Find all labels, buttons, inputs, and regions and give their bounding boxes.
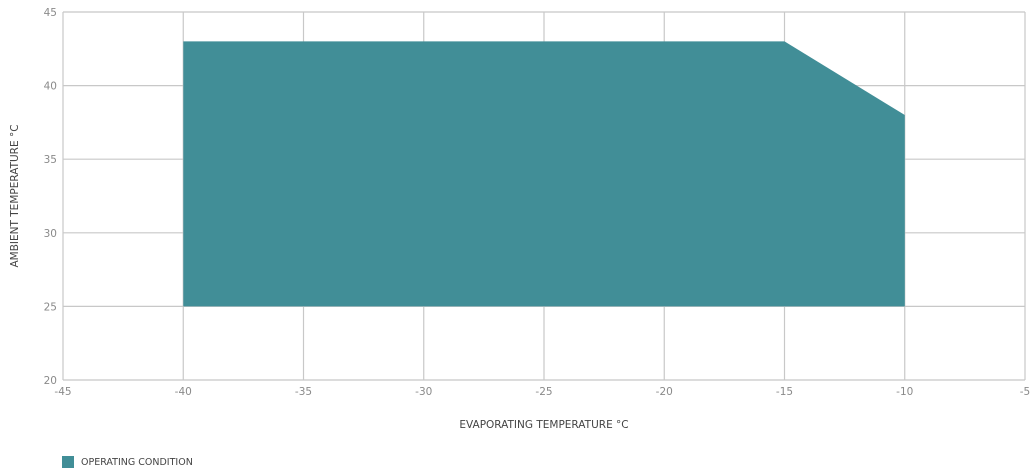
y-tick-label: 20 xyxy=(44,375,57,387)
x-tick-label: -30 xyxy=(415,386,432,398)
y-tick-label: 35 xyxy=(44,154,57,166)
x-tick-label: -20 xyxy=(656,386,673,398)
operating-condition-area xyxy=(183,41,905,307)
legend: OPERATING CONDITION xyxy=(62,456,193,468)
x-tick-label: -25 xyxy=(535,386,552,398)
legend-label-operating-condition: OPERATING CONDITION xyxy=(81,456,193,468)
x-tick-label: -15 xyxy=(776,386,793,398)
x-tick-label: -10 xyxy=(896,386,913,398)
x-tick-label: -40 xyxy=(175,386,192,398)
x-tick-label: -35 xyxy=(295,386,312,398)
x-tick-label: -45 xyxy=(54,386,71,398)
legend-swatch-operating-condition xyxy=(62,456,74,468)
y-tick-label: 40 xyxy=(44,81,57,93)
x-tick-label: -5 xyxy=(1020,386,1030,398)
y-axis-title: AMBIENT TEMPERATURE °C xyxy=(9,124,21,267)
x-axis-title: EVAPORATING TEMPERATURE °C xyxy=(459,419,628,431)
y-tick-label: 45 xyxy=(44,7,57,19)
y-tick-label: 30 xyxy=(44,228,57,240)
tick-labels: -45 -40 -35 -30 -25 -20 -15 -10 -5 20 25 30 35 40 45 xyxy=(44,7,1031,398)
plot-area xyxy=(183,41,905,307)
y-tick-label: 25 xyxy=(44,301,57,313)
